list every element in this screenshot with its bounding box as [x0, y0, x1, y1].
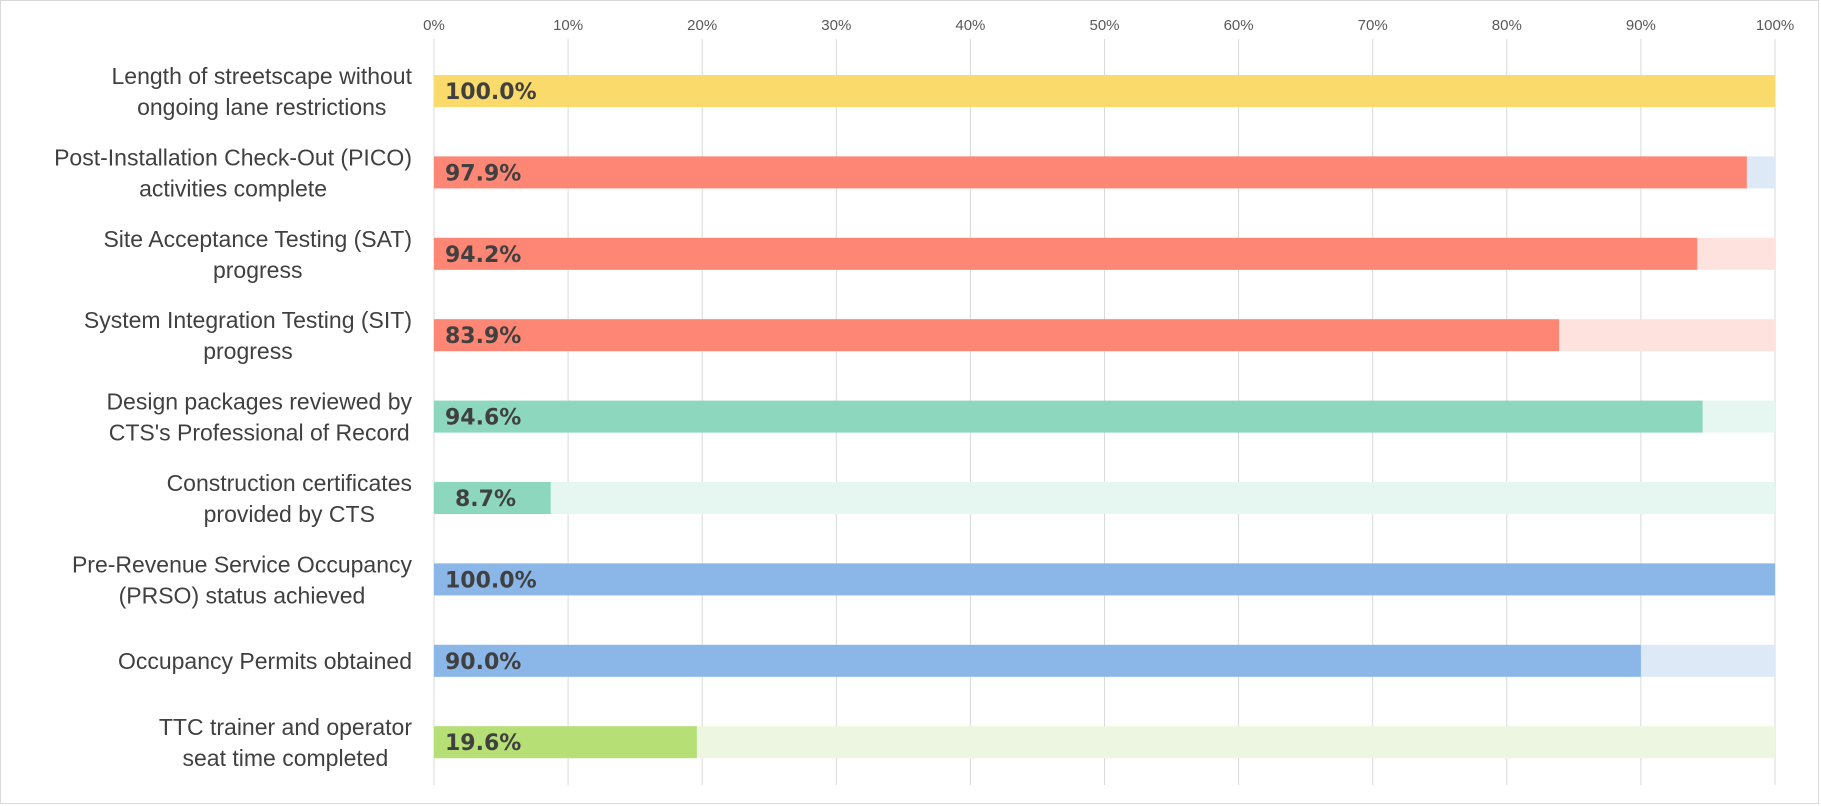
bar — [434, 400, 1703, 433]
data-label: 83.9% — [445, 324, 521, 349]
bar — [434, 563, 1775, 596]
category-label: seat time completed — [183, 745, 389, 771]
x-tick-label: 90% — [1626, 17, 1656, 34]
x-tick-label: 0% — [423, 17, 445, 34]
category-label: Length of streetscape without — [112, 63, 413, 89]
category-label: Pre-Revenue Service Occupancy — [72, 551, 413, 577]
data-label: 100.0% — [445, 80, 537, 105]
category-label: ongoing lane restrictions — [137, 94, 386, 120]
x-tick-label: 50% — [1089, 17, 1119, 34]
bar — [434, 237, 1698, 270]
bar — [434, 156, 1747, 189]
x-tick-label: 80% — [1492, 17, 1522, 34]
data-label: 19.6% — [445, 731, 521, 756]
category-label: Design packages reviewed by — [106, 389, 412, 415]
bar — [434, 319, 1560, 352]
data-label: 90.0% — [445, 650, 521, 675]
x-tick-label: 60% — [1224, 17, 1254, 34]
data-label: 94.6% — [445, 406, 521, 431]
data-label: 8.7% — [455, 487, 516, 512]
x-tick-label: 70% — [1358, 17, 1388, 34]
category-label: Construction certificates — [167, 470, 412, 496]
x-tick-label: 30% — [821, 17, 851, 34]
bar-track — [434, 482, 1775, 514]
x-tick-label: 40% — [955, 17, 985, 34]
category-label: progress — [203, 338, 292, 364]
bar — [434, 482, 551, 514]
bars — [434, 75, 1775, 759]
category-label: TTC trainer and operator — [159, 714, 412, 740]
data-label: 94.2% — [445, 243, 521, 268]
x-tick-label: 100% — [1756, 17, 1794, 34]
data-label: 97.9% — [445, 161, 521, 186]
category-label: Post-Installation Check-Out (PICO) — [54, 144, 412, 170]
x-tick-label: 20% — [687, 17, 717, 34]
x-tick-label: 10% — [553, 17, 583, 34]
data-label: 100.0% — [445, 568, 537, 593]
data-labels: 100.0% 97.9% 94.2% 83.9% 94.6% 8.7% 100.0% 90.0… — [445, 80, 537, 756]
category-label: provided by CTS — [204, 501, 375, 527]
category-labels: Length of streetscape without ongoing lan… — [54, 63, 413, 771]
category-label: (PRSO) status achieved — [119, 582, 366, 608]
bar — [434, 75, 1775, 107]
x-axis-ticks: 0% 10% 20% 30% 40% 50% 60% 70% 80% 90% 100% — [423, 17, 1794, 34]
category-label: Occupancy Permits obtained — [118, 648, 412, 674]
category-label: Site Acceptance Testing (SAT) — [103, 226, 412, 252]
category-label: System Integration Testing (SIT) — [84, 307, 412, 333]
category-label: CTS's Professional of Record — [109, 420, 410, 446]
category-label: progress — [213, 257, 302, 283]
category-label: activities complete — [139, 175, 327, 201]
bar — [434, 644, 1641, 677]
bar — [434, 726, 697, 759]
